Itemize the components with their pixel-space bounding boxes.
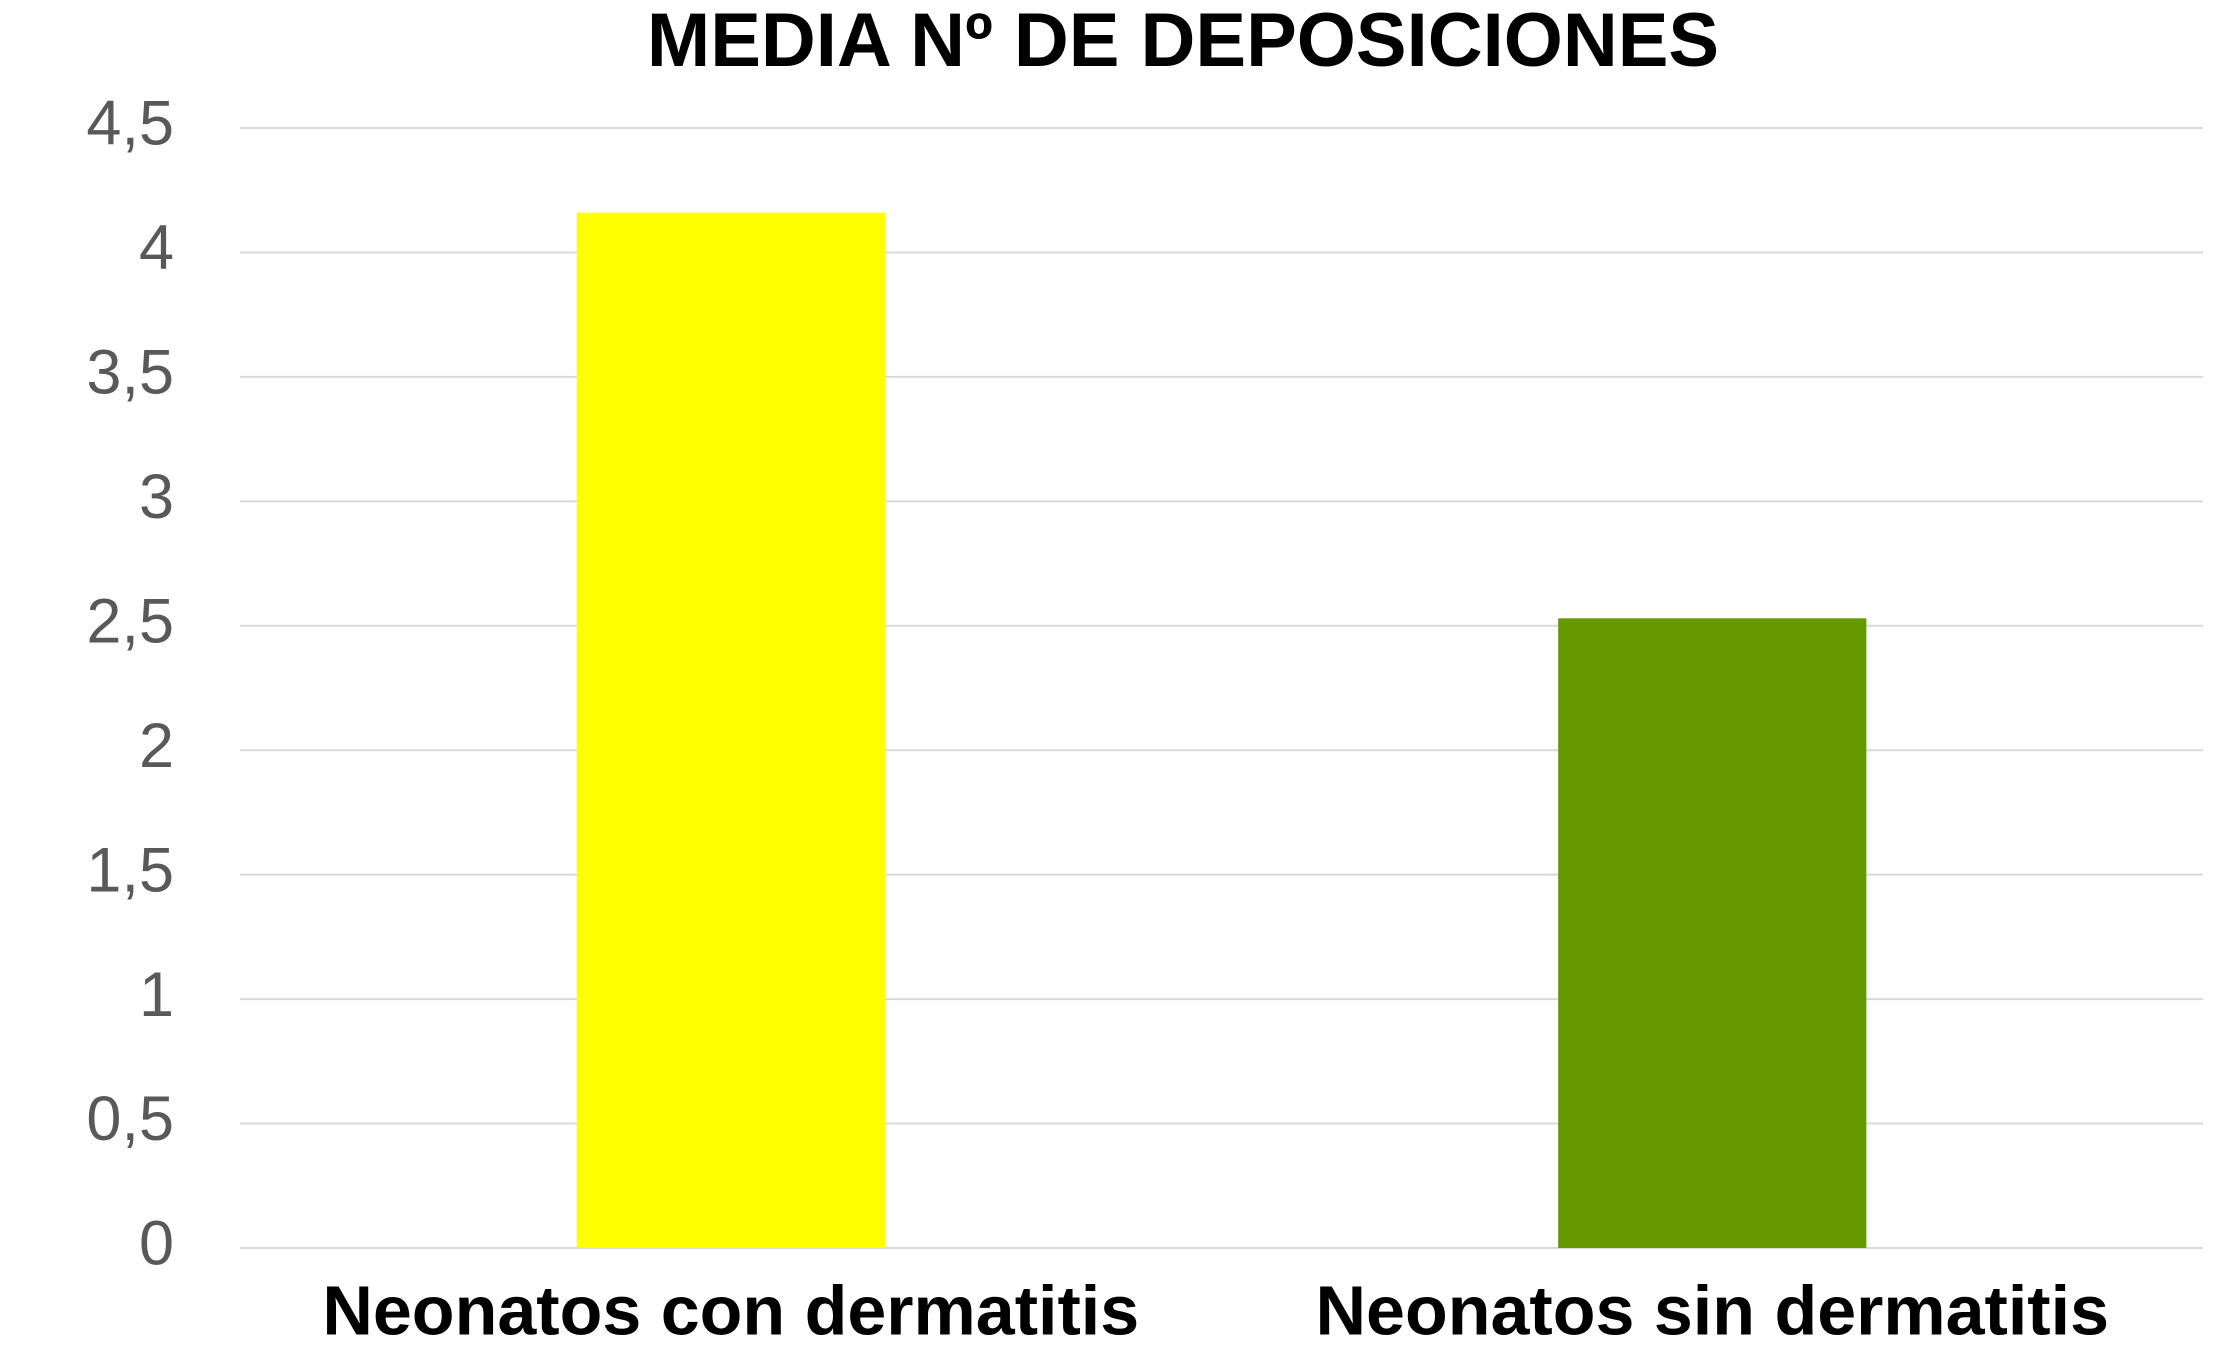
y-tick-label: 2,5 (86, 586, 174, 656)
y-tick-label: 3 (139, 462, 174, 532)
y-tick-label: 3,5 (86, 338, 174, 408)
bar (1558, 618, 1867, 1248)
bar (576, 212, 885, 1249)
y-tick-label: 2 (139, 711, 174, 781)
x-tick-label: Neonatos con dermatitis (322, 1271, 1139, 1349)
y-tick-label: 4,5 (86, 89, 174, 159)
y-tick-label: 4 (139, 213, 174, 283)
x-tick-label: Neonatos sin dermatitis (1315, 1271, 2109, 1349)
chart-title: MEDIA Nº DE DEPOSICIONES (647, 0, 1719, 83)
y-tick-label: 0 (139, 1209, 174, 1279)
y-tick-label: 1 (139, 960, 174, 1030)
y-tick-label: 0,5 (86, 1084, 174, 1154)
y-tick-label: 1,5 (86, 835, 174, 905)
